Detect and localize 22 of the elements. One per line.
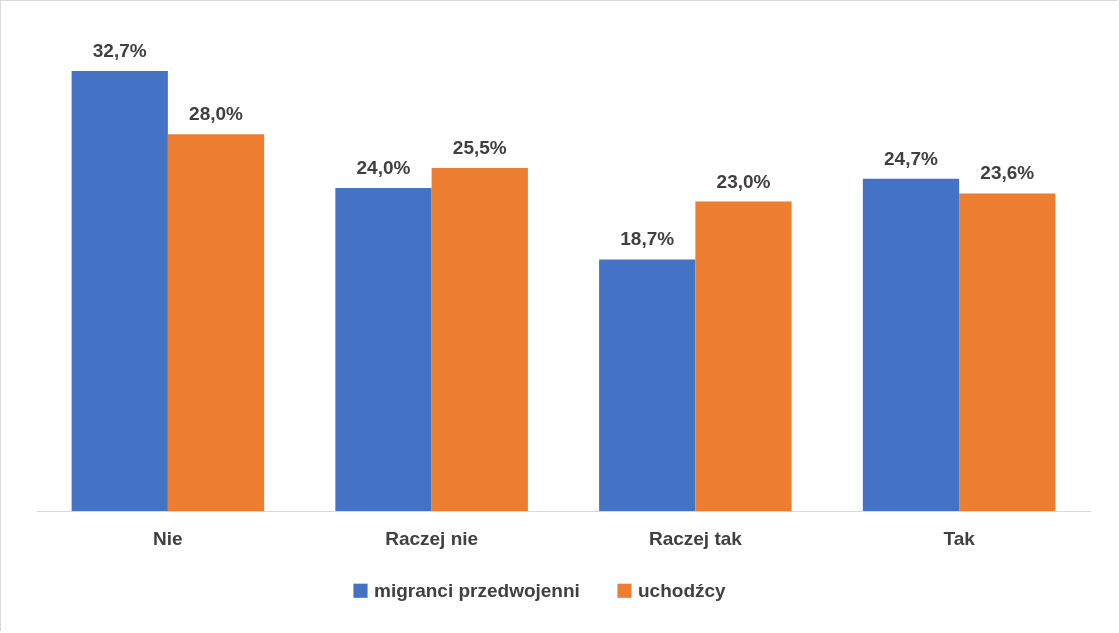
- bar: [862, 178, 960, 511]
- bar: [167, 134, 265, 511]
- legend-label: migranci przedwojenni: [374, 579, 580, 601]
- bar: [599, 259, 696, 511]
- data-label: 25,5%: [452, 136, 507, 158]
- data-label: 28,0%: [189, 103, 244, 125]
- bar: [695, 201, 792, 511]
- x-tick-label: Tak: [943, 527, 976, 549]
- data-label: 23,0%: [716, 170, 771, 192]
- data-label: 32,7%: [92, 40, 147, 61]
- x-tick-label: Nie: [153, 527, 183, 549]
- bar: [71, 71, 168, 511]
- bar: [959, 193, 1056, 511]
- x-tick-label: Raczej tak: [648, 527, 743, 549]
- data-label: 23,6%: [980, 162, 1035, 184]
- bar: [335, 188, 432, 511]
- x-tick-label: Raczej nie: [385, 527, 479, 549]
- legend-label: uchodźcy: [638, 579, 727, 601]
- bar: [431, 167, 528, 511]
- data-label: 18,7%: [620, 228, 675, 250]
- data-label: 24,0%: [356, 157, 411, 179]
- data-label: 24,7%: [884, 147, 939, 169]
